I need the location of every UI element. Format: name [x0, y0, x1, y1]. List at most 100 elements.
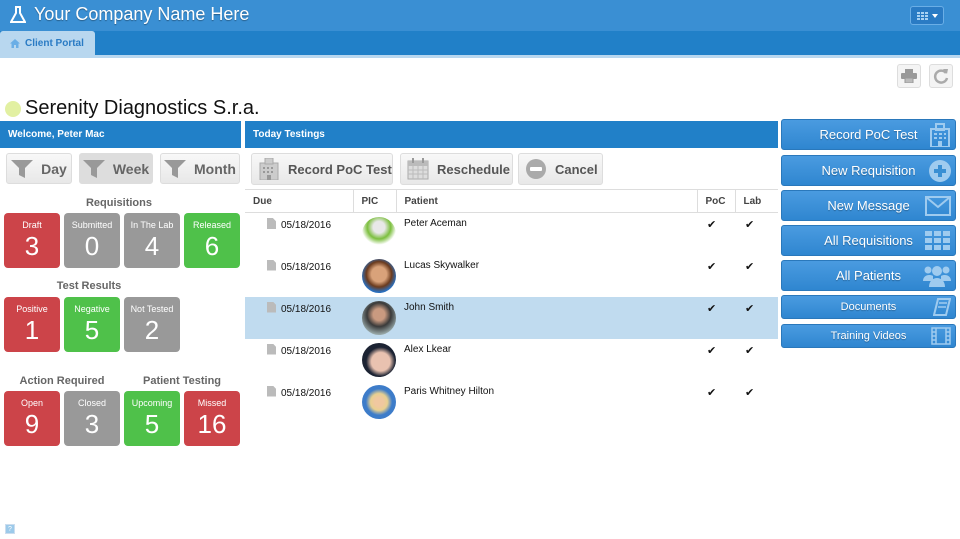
side-documents-button[interactable]: Documents [781, 295, 956, 319]
table-row[interactable]: 05/18/2016 Lucas Skywalker ✔ ✔ [245, 255, 778, 297]
nav-bar: Client Portal [0, 31, 960, 55]
due-date: 05/18/2016 [281, 387, 332, 399]
plus-circle-icon [929, 159, 951, 182]
table-row-selected[interactable]: 05/18/2016 John Smith ✔ ✔ [245, 296, 778, 339]
tile-label: Released [192, 220, 232, 230]
filter-day-button[interactable]: Day [6, 153, 72, 184]
lab-check-icon: ✔ [745, 386, 755, 399]
tile-positive[interactable]: Positive 1 [4, 297, 60, 352]
filter-icon [11, 159, 34, 178]
due-date: 05/18/2016 [281, 345, 332, 357]
refresh-icon [933, 69, 949, 84]
tile-in-the-lab[interactable]: In The Lab 4 [124, 213, 180, 268]
avatar [362, 258, 396, 293]
help-icon[interactable]: ? [5, 524, 15, 534]
caret-down-icon [931, 13, 938, 18]
button-label: Documents [840, 301, 897, 313]
reschedule-button[interactable]: Reschedule [400, 153, 513, 185]
col-lab[interactable]: Lab [735, 189, 778, 213]
patient-name: Peter Aceman [404, 218, 467, 229]
side-new-requisition-button[interactable]: New Requisition [781, 155, 956, 186]
tile-value: 9 [24, 409, 40, 439]
tile-missed[interactable]: Missed 16 [184, 391, 240, 446]
avatar [362, 384, 396, 419]
col-due[interactable]: Due [245, 189, 354, 213]
tile-released[interactable]: Released 6 [184, 213, 240, 268]
filter-week-button[interactable]: Week [79, 153, 153, 184]
button-label: New Requisition [821, 163, 916, 178]
document-icon [267, 259, 276, 271]
button-label: All Requisitions [824, 233, 913, 248]
poc-check-icon: ✔ [707, 386, 717, 399]
lab-check-icon: ✔ [735, 296, 778, 339]
grid-icon [925, 230, 950, 250]
tile-draft[interactable]: Draft 3 [4, 213, 60, 268]
cancel-button[interactable]: Cancel [518, 153, 603, 185]
side-all-requisitions-button[interactable]: All Requisitions [781, 225, 956, 256]
action-required-title: Action Required [19, 375, 105, 387]
tile-label: Not Tested [130, 304, 174, 314]
tile-submitted[interactable]: Submitted 0 [64, 213, 120, 268]
top-bar: Your Company Name Here [0, 0, 960, 31]
poc-check-icon: ✔ [697, 296, 735, 339]
tile-negative[interactable]: Negative 5 [64, 297, 120, 352]
tile-closed[interactable]: Closed 3 [64, 391, 120, 446]
envelope-icon [925, 195, 951, 216]
refresh-button[interactable] [929, 64, 953, 88]
apps-menu-button[interactable] [910, 6, 944, 25]
table-row[interactable]: 05/18/2016 Alex Lkear ✔ ✔ [245, 339, 778, 381]
tile-value: 3 [84, 409, 100, 439]
tile-label: In The Lab [130, 220, 174, 230]
side-all-patients-button[interactable]: All Patients [781, 260, 956, 291]
filter-icon [164, 159, 186, 178]
hospital-icon [259, 158, 279, 180]
button-label: Cancel [555, 161, 598, 177]
today-testings-table: Due PIC Patient PoC Lab 05/18/2016 Peter… [245, 189, 778, 423]
filter-month-button[interactable]: Month [160, 153, 240, 184]
nav-strip [0, 55, 960, 58]
record-poc-test-button[interactable]: Record PoC Test [251, 153, 393, 185]
status-dot [5, 100, 21, 117]
grid-icon [916, 11, 928, 20]
avatar [362, 217, 396, 251]
print-button[interactable] [897, 64, 921, 88]
avatar [362, 342, 396, 377]
patient-name: Lucas Skywalker [404, 259, 480, 271]
lab-check-icon: ✔ [745, 260, 755, 273]
col-pic[interactable]: PIC [353, 189, 397, 213]
tile-label: Submitted [71, 220, 113, 230]
patient-name: Alex Lkear [404, 343, 452, 355]
tab-client-portal[interactable]: Client Portal [0, 31, 95, 55]
test-results-title: Test Results [56, 280, 122, 292]
filter-label: Day [41, 160, 67, 177]
tile-open[interactable]: Open 9 [4, 391, 60, 446]
document-icon [267, 343, 276, 355]
tile-value: 0 [84, 231, 100, 261]
col-patient[interactable]: Patient [396, 189, 698, 213]
col-poc[interactable]: PoC [697, 189, 736, 213]
tab-label: Client Portal [25, 37, 84, 49]
side-record-poc-test-button[interactable]: Record PoC Test [781, 119, 956, 150]
tile-upcoming[interactable]: Upcoming 5 [124, 391, 180, 446]
home-icon [10, 38, 20, 48]
table-header-row: Due PIC Patient PoC Lab [245, 189, 778, 213]
poc-check-icon: ✔ [707, 260, 717, 273]
patient-name: John Smith [396, 296, 697, 339]
calendar-icon [407, 158, 429, 180]
brand[interactable]: Your Company Name Here [10, 4, 249, 25]
button-label: All Patients [835, 268, 902, 283]
table-row[interactable]: 05/18/2016 Paris Whitney Hilton ✔ ✔ [245, 381, 778, 423]
button-label: Reschedule [437, 161, 510, 177]
avatar [362, 300, 396, 335]
document-icon [267, 218, 276, 229]
side-new-message-button[interactable]: New Message [781, 190, 956, 221]
button-label: Training Videos [830, 330, 907, 342]
print-icon [901, 69, 917, 83]
table-row[interactable]: 05/18/2016 Peter Aceman ✔ ✔ [245, 213, 778, 255]
filter-label: Week [112, 160, 150, 177]
document-icon [267, 301, 276, 313]
tile-label: Open [20, 398, 44, 408]
tile-not-tested[interactable]: Not Tested 2 [124, 297, 180, 352]
poc-check-icon: ✔ [707, 344, 717, 357]
side-training-videos-button[interactable]: Training Videos [781, 324, 956, 348]
